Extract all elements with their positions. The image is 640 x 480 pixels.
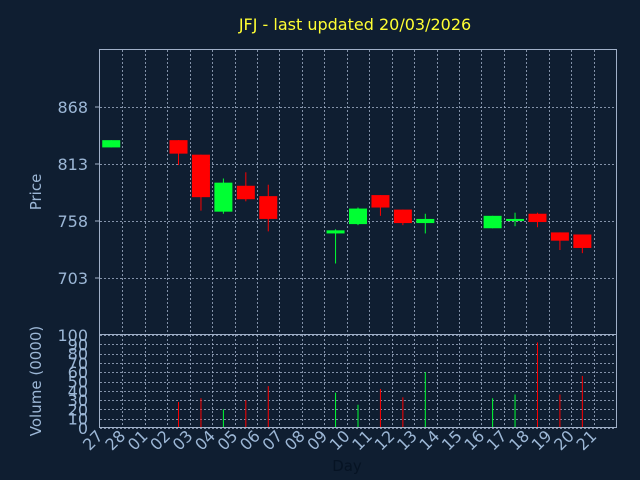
candle-body — [191, 154, 210, 198]
volume-tick-label: 70 — [68, 354, 88, 373]
candle-body — [236, 185, 255, 200]
price-tick-label: 703 — [57, 269, 88, 288]
candle-body — [528, 213, 547, 223]
volume-tick-label: 20 — [68, 400, 88, 419]
volume-tick-label: 30 — [68, 391, 88, 410]
candle-body — [259, 196, 278, 219]
volume-tick-label: 10 — [68, 410, 88, 429]
price-axis-ticks: 703 758 813 868 — [57, 98, 100, 288]
day-tick-label: 21 — [573, 426, 601, 454]
volume-tick-label: 0 — [78, 419, 88, 438]
volume-tick-label: 100 — [57, 326, 88, 345]
day-axis-ticks: 2728010203040506070809101112131415161718… — [79, 426, 600, 454]
candle-body — [416, 218, 435, 224]
candle-body — [483, 215, 502, 229]
candle-body — [573, 234, 592, 248]
candle-body — [349, 208, 367, 225]
candle-body — [214, 182, 233, 212]
candle-body — [506, 218, 525, 221]
volume-axis-label: Volume (0000) — [27, 326, 45, 436]
volume-plot-frame — [99, 334, 617, 428]
candle-body — [393, 209, 412, 224]
volume-tick-label: 90 — [68, 335, 88, 354]
price-grid — [100, 50, 616, 335]
chart-title: JFJ - last updated 20/03/2026 — [238, 15, 471, 34]
price-tick-label: 758 — [57, 212, 88, 231]
price-plot-frame — [99, 49, 617, 335]
candle-body — [550, 232, 569, 241]
volume-tick-label: 80 — [68, 345, 88, 364]
volume-tick-label: 50 — [68, 373, 88, 392]
price-tick-label: 813 — [57, 155, 88, 174]
volume-grid — [100, 335, 616, 429]
volume-tick-label: 60 — [68, 363, 88, 382]
candle-body — [169, 140, 188, 154]
price-axis-label: Price — [27, 174, 45, 211]
candle-body — [102, 140, 121, 148]
volume-bars — [178, 342, 583, 428]
volume-tick-label: 40 — [68, 382, 88, 401]
price-tick-label: 868 — [57, 98, 88, 117]
candle-body — [326, 230, 345, 234]
day-axis-label: Day — [332, 457, 362, 475]
candle-body — [371, 195, 390, 208]
price-candles — [102, 140, 592, 264]
